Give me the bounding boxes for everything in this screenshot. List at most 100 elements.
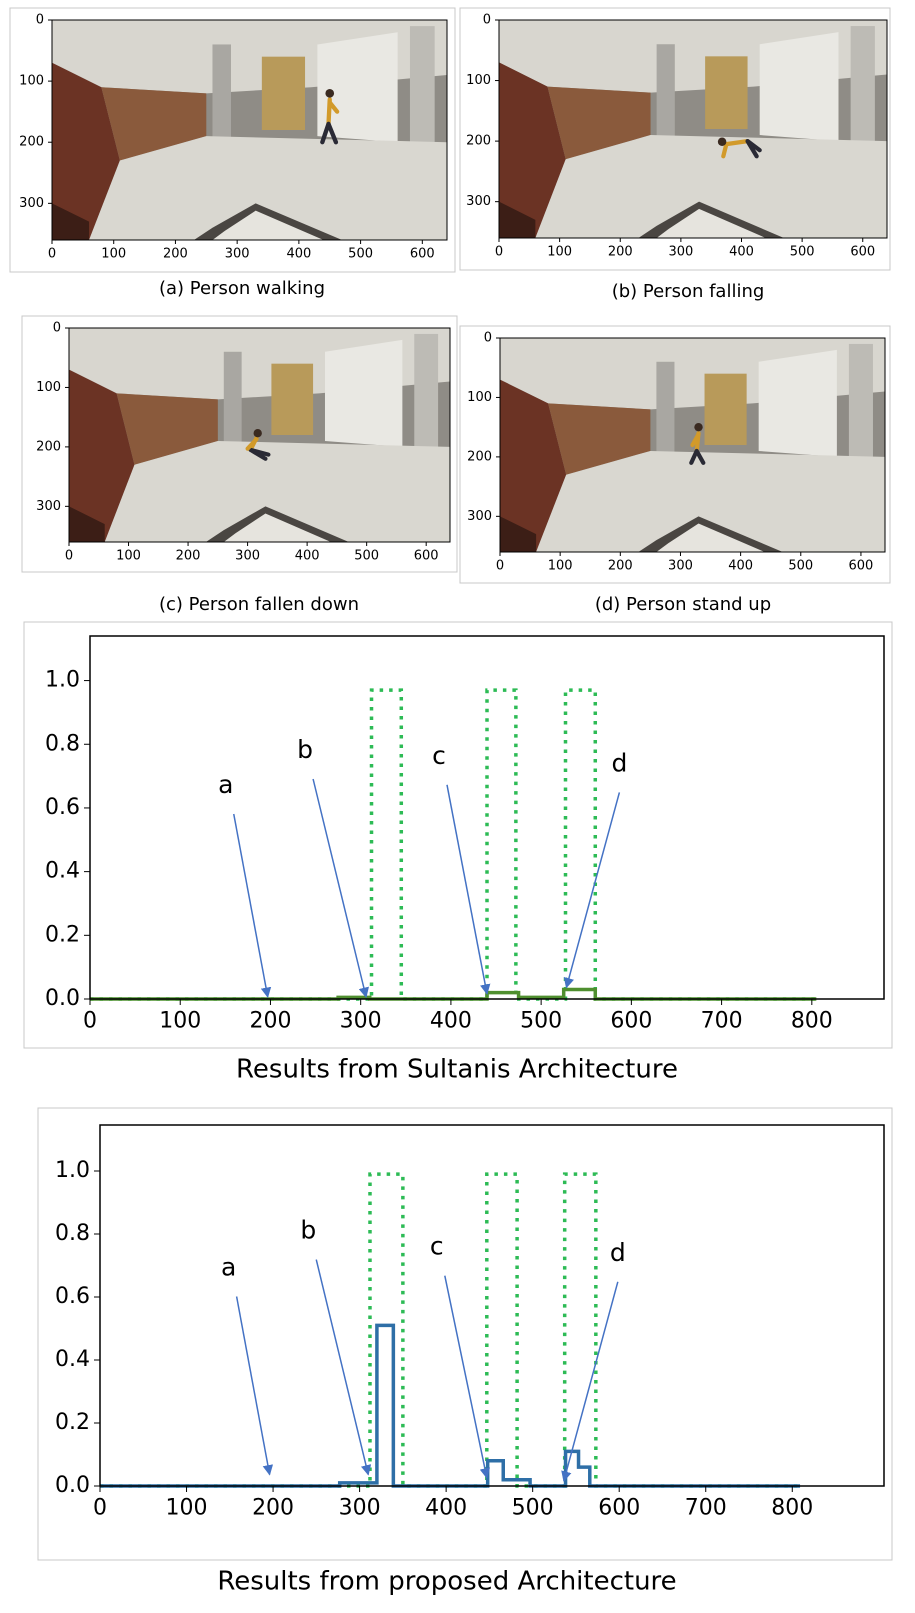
- y-tick-label: 100: [19, 74, 44, 89]
- person-head: [694, 423, 702, 431]
- y-tick-label: 200: [467, 449, 492, 464]
- x-tick-label: 300: [340, 1009, 382, 1034]
- person-head: [254, 429, 262, 437]
- y-tick-label: 0.2: [55, 1410, 90, 1435]
- chart-frame: [24, 622, 892, 1048]
- panel-caption: (d) Person stand up: [595, 594, 771, 615]
- x-tick-label: 200: [608, 558, 633, 573]
- x-tick-label: 600: [849, 558, 874, 573]
- person-part: [723, 144, 726, 156]
- video-frame: [499, 20, 887, 238]
- person-part: [726, 141, 747, 144]
- x-tick-label: 100: [548, 558, 573, 573]
- y-tick-label: 1.0: [55, 1158, 90, 1183]
- person-head: [718, 137, 726, 145]
- x-tick-label: 500: [790, 244, 815, 259]
- scene: [52, 20, 447, 240]
- x-tick-label: 400: [729, 244, 754, 259]
- y-tick-label: 300: [467, 509, 492, 524]
- x-tick-label: 200: [176, 548, 201, 563]
- x-tick-label: 600: [850, 244, 875, 259]
- y-tick-label: 0.6: [45, 795, 80, 820]
- page: {"chart_data": [ {"type": "image", "capt…: [0, 0, 915, 1609]
- x-tick-label: 400: [295, 548, 320, 563]
- x-tick-label: 100: [547, 244, 572, 259]
- y-tick-label: 0: [484, 331, 492, 346]
- y-tick-label: 0.0: [55, 1473, 90, 1498]
- annotation-label: a: [218, 770, 233, 799]
- y-tick-label: 0.4: [55, 1347, 90, 1372]
- panel-caption: (b) Person falling: [612, 281, 765, 302]
- x-tick-label: 500: [512, 1496, 554, 1521]
- video-frame: [69, 328, 450, 542]
- x-tick-label: 400: [286, 246, 311, 261]
- video-frame: [500, 338, 885, 552]
- x-tick-label: 600: [414, 548, 439, 563]
- y-tick-label: 100: [36, 380, 61, 395]
- y-tick-label: 0.8: [45, 731, 80, 756]
- x-tick-label: 200: [163, 246, 188, 261]
- annotation-label: b: [300, 1216, 316, 1245]
- annotation-label: d: [611, 748, 627, 777]
- y-tick-label: 0: [483, 13, 491, 28]
- x-tick-label: 300: [339, 1496, 381, 1521]
- annotation-label: a: [221, 1253, 236, 1282]
- x-tick-label: 800: [791, 1009, 833, 1034]
- x-tick-label: 500: [348, 246, 373, 261]
- annotation-label: c: [432, 741, 446, 770]
- x-tick-label: 800: [771, 1496, 813, 1521]
- x-tick-label: 0: [93, 1496, 107, 1521]
- x-tick-label: 300: [235, 548, 260, 563]
- x-tick-label: 700: [701, 1009, 743, 1034]
- panel-caption: (a) Person walking: [159, 278, 325, 299]
- x-tick-label: 100: [166, 1496, 208, 1521]
- x-tick-label: 300: [225, 246, 250, 261]
- y-tick-label: 200: [466, 134, 491, 149]
- annotation-label: b: [297, 735, 313, 764]
- x-tick-label: 500: [788, 558, 813, 573]
- y-tick-label: 100: [467, 390, 492, 405]
- x-tick-label: 100: [159, 1009, 201, 1034]
- x-tick-label: 300: [668, 558, 693, 573]
- x-tick-label: 400: [430, 1009, 472, 1034]
- x-tick-label: 0: [48, 246, 56, 261]
- x-tick-label: 300: [668, 244, 693, 259]
- x-tick-label: 100: [116, 548, 141, 563]
- y-tick-label: 200: [36, 439, 61, 454]
- annotation-label: c: [430, 1232, 444, 1261]
- x-tick-label: 0: [83, 1009, 97, 1034]
- x-tick-label: 600: [410, 246, 435, 261]
- x-tick-label: 500: [354, 548, 379, 563]
- x-tick-label: 700: [685, 1496, 727, 1521]
- x-tick-label: 500: [520, 1009, 562, 1034]
- annotation-label: d: [610, 1238, 626, 1267]
- x-tick-label: 200: [608, 244, 633, 259]
- chart-caption: Results from Sultanis Architecture: [236, 1055, 678, 1085]
- x-tick-label: 600: [598, 1496, 640, 1521]
- chart-frame: [38, 1108, 892, 1560]
- y-tick-label: 0.2: [45, 922, 80, 947]
- x-tick-label: 0: [496, 558, 504, 573]
- y-tick-label: 1.0: [45, 668, 80, 693]
- panel-caption: (c) Person fallen down: [159, 594, 359, 615]
- y-tick-label: 200: [19, 135, 44, 150]
- x-tick-label: 0: [495, 244, 503, 259]
- video-frame: [52, 20, 447, 240]
- x-tick-label: 400: [728, 558, 753, 573]
- x-tick-label: 400: [425, 1496, 467, 1521]
- y-tick-label: 0.4: [45, 859, 80, 884]
- y-tick-label: 300: [466, 194, 491, 209]
- figure: 0 100 200 300 400 500 600 0 100 200 300 (a) Person …: [0, 0, 915, 1609]
- y-tick-label: 300: [36, 499, 61, 514]
- y-tick-label: 0.8: [55, 1221, 90, 1246]
- y-tick-label: 0: [36, 13, 44, 28]
- y-tick-label: 300: [19, 196, 44, 211]
- scene: [499, 20, 887, 238]
- x-tick-label: 100: [101, 246, 126, 261]
- x-tick-label: 200: [252, 1496, 294, 1521]
- y-tick-label: 0: [53, 321, 61, 336]
- x-tick-label: 200: [249, 1009, 291, 1034]
- y-tick-label: 100: [466, 73, 491, 88]
- x-tick-label: 600: [610, 1009, 652, 1034]
- person-head: [325, 89, 334, 98]
